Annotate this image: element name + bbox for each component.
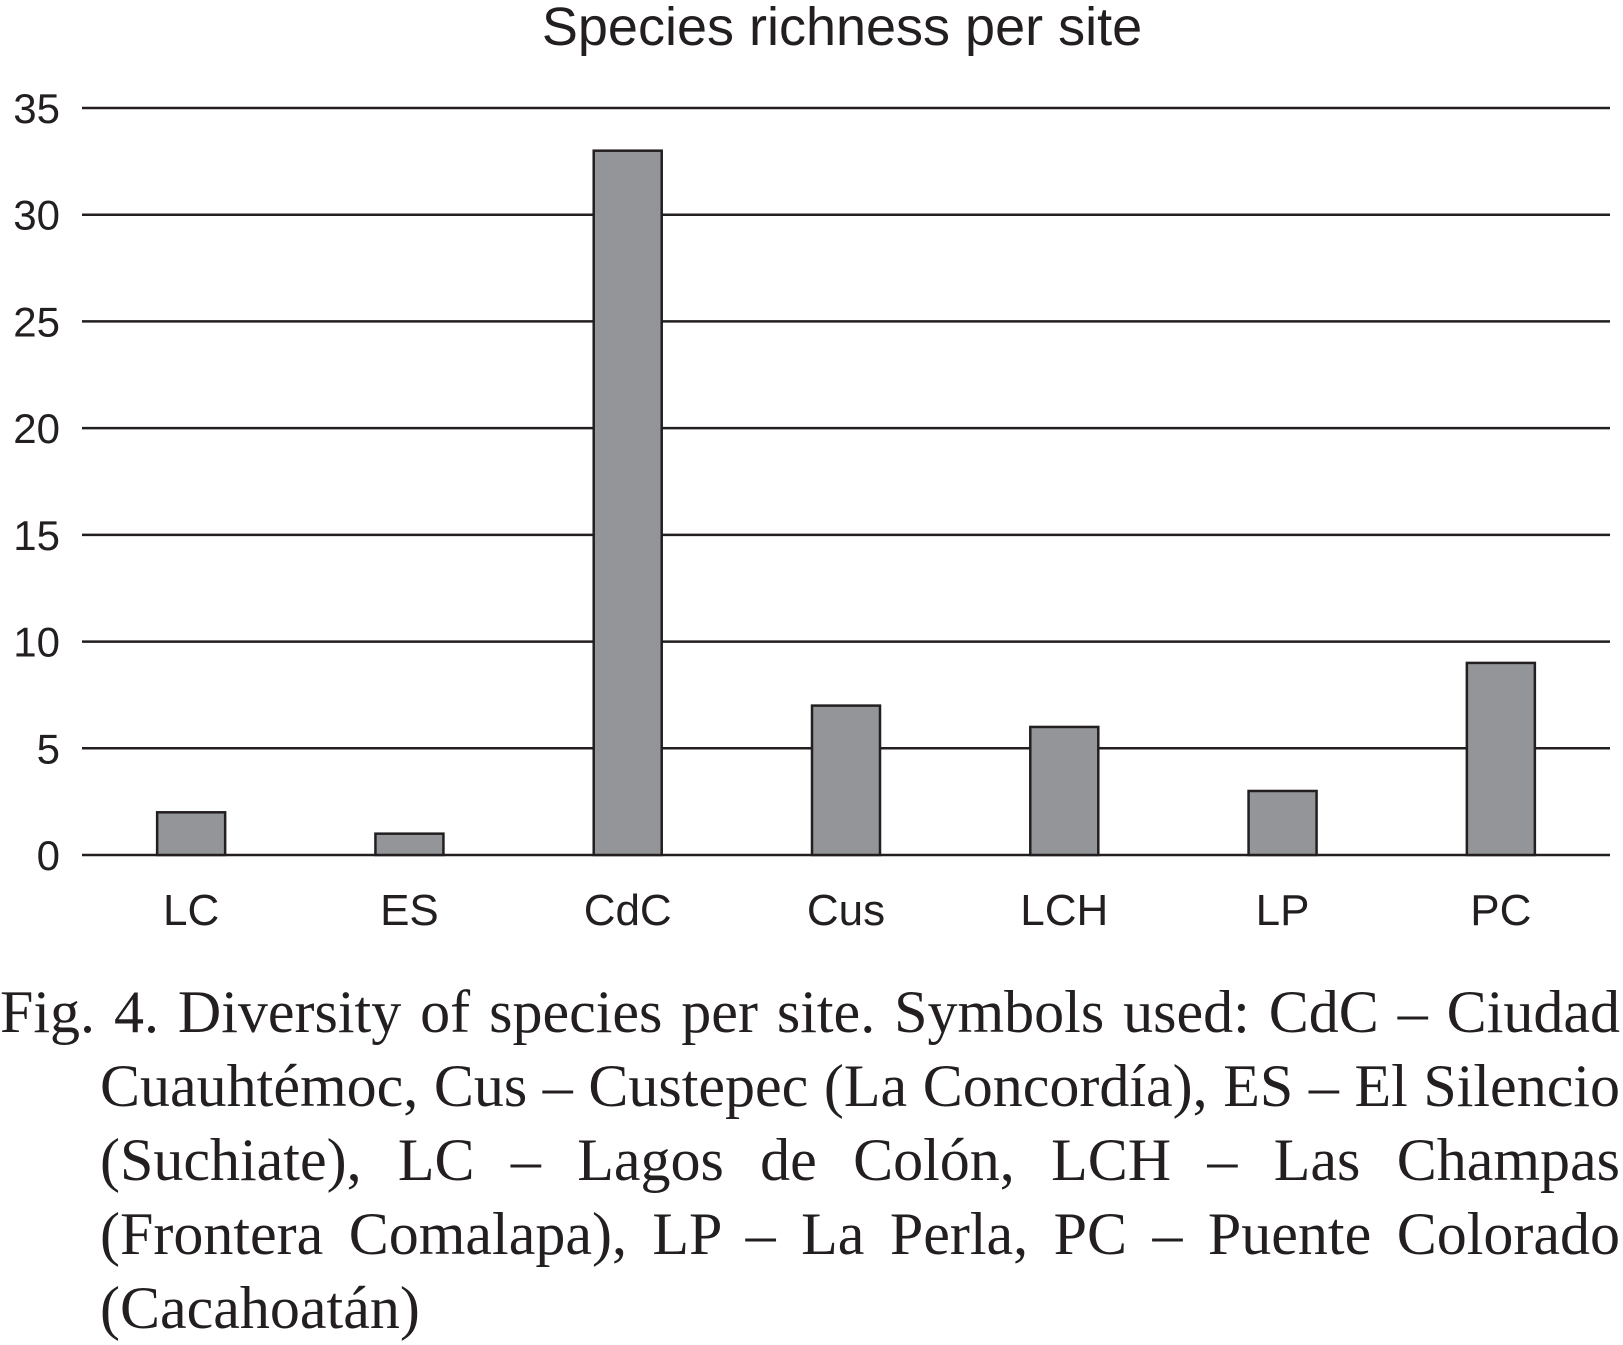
x-category-label: LC (163, 886, 219, 935)
y-tick-label: 25 (13, 298, 60, 345)
x-category-label: PC (1470, 886, 1531, 935)
bar-lp (1247, 789, 1318, 857)
x-category-label: LCH (1020, 886, 1108, 935)
x-category-label: CdC (584, 886, 672, 935)
bars (155, 149, 1537, 857)
gridlines (82, 106, 1610, 857)
chart-title: Species richness per site (542, 0, 1142, 57)
x-category-label: Cus (807, 886, 885, 935)
y-tick-label: 35 (13, 85, 60, 132)
bar-chart: Species richness per site 0 5 10 15 20 25 30 35… (13, 0, 1610, 935)
y-tick-label: 15 (13, 512, 60, 559)
y-tick-label: 0 (37, 832, 60, 879)
y-tick-label: 30 (13, 192, 60, 239)
x-axis-categories: LC ES CdC Cus LCH LP PC (163, 886, 1531, 935)
y-tick-label: 10 (13, 619, 60, 666)
x-category-label: LP (1256, 886, 1310, 935)
bar-cdc (592, 149, 663, 857)
bar-es (374, 832, 445, 857)
figure-caption: Fig. 4. Diversity of species per site. S… (0, 979, 1620, 1341)
y-tick-label: 20 (13, 405, 60, 452)
bar-lc (155, 811, 227, 857)
x-category-label: ES (380, 886, 439, 935)
bar-pc (1465, 661, 1537, 857)
bar-lch (1029, 725, 1100, 857)
bar-cus (810, 704, 882, 857)
y-axis-ticks: 0 5 10 15 20 25 30 35 (13, 85, 60, 879)
y-tick-label: 5 (37, 725, 60, 772)
